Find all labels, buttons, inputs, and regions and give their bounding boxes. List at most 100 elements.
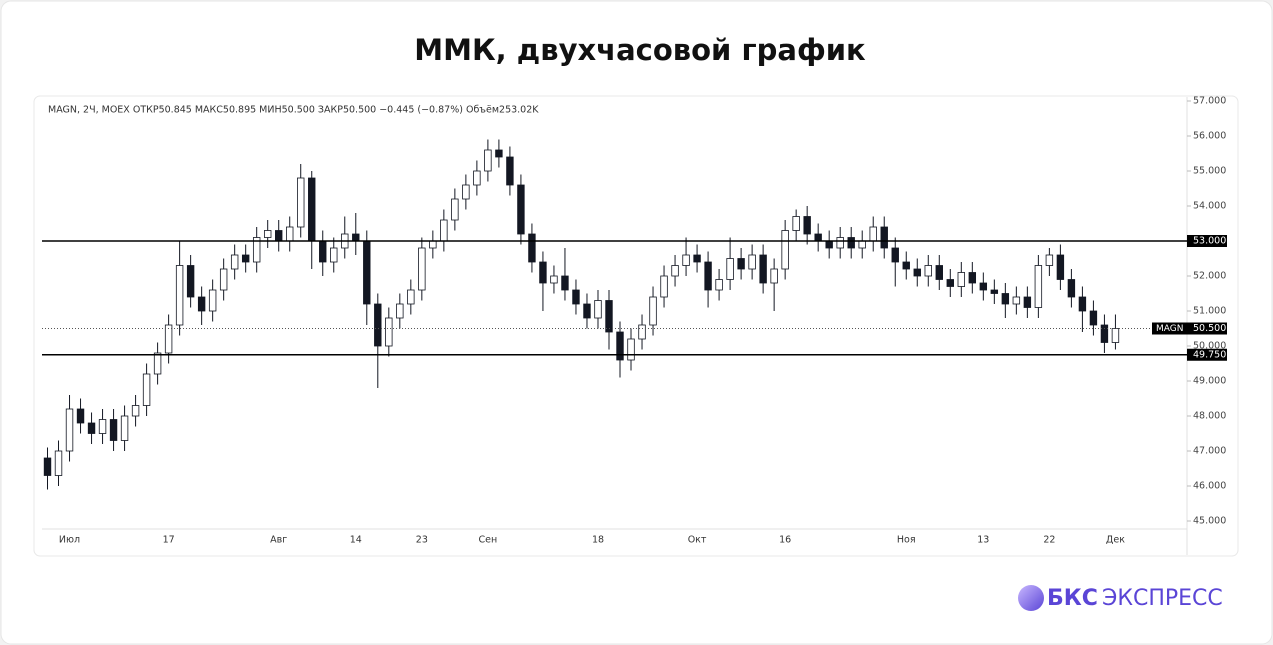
- x-tick-label: 13: [977, 535, 989, 546]
- candle-body: [550, 275, 558, 284]
- candle-body: [65, 408, 74, 452]
- candle-body: [561, 275, 569, 291]
- candle-body: [693, 254, 701, 263]
- x-tick-label: 18: [592, 535, 604, 546]
- candle-body: [186, 265, 195, 298]
- candle-body: [506, 156, 514, 186]
- candle-body: [517, 184, 525, 235]
- y-tick-label: 50.000: [1193, 341, 1226, 352]
- candle-body: [660, 275, 668, 298]
- y-tick-label: 47.000: [1193, 446, 1226, 457]
- y-tick-label: 49.000: [1193, 376, 1226, 387]
- candle-body: [726, 258, 734, 280]
- candle-body: [175, 265, 184, 326]
- x-tick-label: Ноя: [897, 535, 916, 546]
- last-price-label: 50.500: [1193, 323, 1226, 334]
- brand-logo: [1018, 585, 1044, 611]
- candle-body: [164, 324, 173, 354]
- candle-body: [638, 324, 646, 340]
- chart-panel: [33, 95, 1239, 557]
- candle-body: [374, 303, 382, 347]
- candle-body: [880, 226, 888, 249]
- candle-body: [76, 408, 85, 424]
- y-tick-label: 55.000: [1193, 166, 1226, 177]
- candle-body: [792, 216, 800, 231]
- x-tick-label: 14: [350, 535, 362, 546]
- candle-body: [803, 216, 811, 235]
- candle-body: [297, 177, 305, 228]
- x-tick-label: Авг: [270, 535, 287, 546]
- candle-body: [142, 373, 151, 406]
- candle-body: [252, 237, 261, 263]
- chart-title: ММК, двухчасовой график: [414, 33, 866, 67]
- candle-body: [583, 303, 591, 319]
- symbol-info: MAGN, 2Ч, MOEX ОТКР50.845 МАКС50.895 МИН…: [48, 105, 539, 116]
- x-tick-label: Июл: [59, 535, 80, 546]
- candle-body: [781, 230, 789, 270]
- candle-body: [451, 198, 459, 221]
- candle-body: [263, 230, 272, 238]
- candle-body: [131, 405, 140, 417]
- candle-body: [319, 240, 327, 263]
- candle-body: [858, 240, 866, 249]
- y-tick-label: 46.000: [1193, 481, 1226, 492]
- candle-body: [979, 282, 988, 291]
- candle-body: [869, 226, 877, 242]
- candle-body: [1012, 296, 1021, 305]
- y-tick-label: 45.000: [1193, 516, 1226, 527]
- x-tick-label: 22: [1043, 535, 1055, 546]
- x-tick-label: Окт: [688, 535, 707, 546]
- candle-body: [968, 272, 977, 284]
- y-tick-label: 57.000: [1193, 96, 1226, 107]
- candle-body: [54, 450, 63, 476]
- candle-body: [704, 261, 712, 291]
- candle-body: [627, 338, 635, 361]
- candle-body: [946, 279, 954, 287]
- candle-body: [935, 265, 943, 280]
- level-tag: [1187, 235, 1227, 247]
- candle-body: [924, 265, 932, 277]
- candle-body: [462, 184, 470, 200]
- candle-body: [1067, 279, 1076, 298]
- candle-body: [847, 237, 855, 249]
- level-label: 49.750: [1193, 349, 1226, 360]
- candle-body: [1023, 296, 1032, 308]
- candle-body: [682, 254, 690, 266]
- candle-body: [902, 261, 910, 270]
- candle-body: [1100, 324, 1109, 343]
- candle-body: [748, 254, 756, 270]
- candle-body: [484, 149, 492, 172]
- candle-body: [737, 258, 745, 270]
- level-label: 53.000: [1193, 236, 1226, 247]
- candle-body: [528, 233, 536, 263]
- candle-body: [671, 265, 679, 277]
- candle-body: [385, 317, 393, 347]
- candle-body: [1089, 310, 1098, 326]
- candle-body: [594, 300, 602, 319]
- candle-body: [473, 170, 481, 186]
- candle-body: [98, 419, 107, 434]
- x-tick-label: 16: [779, 535, 791, 546]
- candle-body: [715, 279, 723, 291]
- candle-body: [352, 233, 360, 242]
- candle-body: [605, 300, 613, 333]
- candle-body: [572, 289, 580, 305]
- candle-body: [913, 268, 921, 277]
- last-price-symbol: MAGN: [1156, 324, 1183, 334]
- brand-name: БКС: [1047, 586, 1098, 611]
- y-tick-label: 48.000: [1193, 411, 1226, 422]
- last-price-tag: [1152, 322, 1227, 335]
- candle-body: [759, 254, 767, 284]
- x-tick-label: 17: [163, 535, 175, 546]
- y-tick-label: 52.000: [1193, 271, 1226, 282]
- candle-body: [990, 289, 999, 294]
- level-tag: [1187, 348, 1227, 361]
- candle-body: [1034, 265, 1043, 308]
- candle-body: [957, 272, 966, 287]
- candle-body: [1111, 328, 1120, 343]
- candle-body: [429, 240, 437, 249]
- candle-body: [241, 254, 250, 263]
- candle-body: [230, 254, 239, 270]
- candle-body: [109, 419, 118, 441]
- candle-body: [1056, 254, 1065, 280]
